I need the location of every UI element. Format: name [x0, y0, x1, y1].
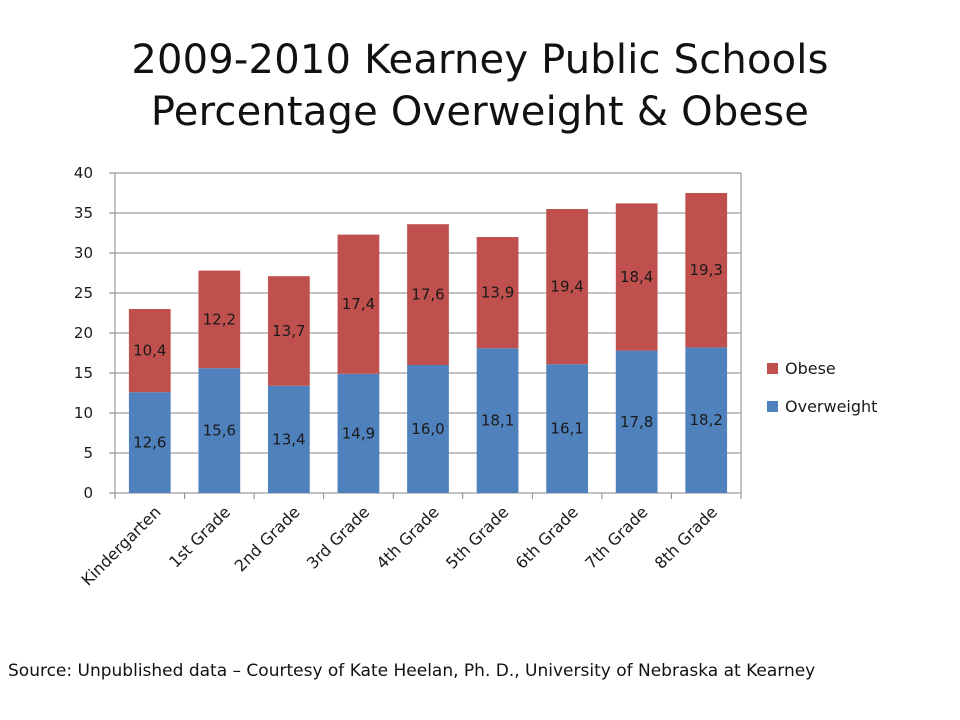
- source-note: Source: Unpublished data – Courtesy of K…: [8, 661, 816, 681]
- x-category-label: 8th Grade: [651, 502, 721, 572]
- data-label: 18,2: [690, 411, 723, 429]
- data-label: 13,9: [481, 284, 514, 302]
- bar-segment-obese: [128, 309, 171, 393]
- chart-title-line-2: Percentage Overweight & Obese: [150, 89, 810, 135]
- bar-segment-obese: [615, 203, 658, 351]
- legend-label-obese: Obese: [785, 359, 836, 378]
- data-label: 13,7: [272, 322, 305, 340]
- bars: [128, 193, 728, 493]
- bar-segment-overweight: [615, 350, 658, 493]
- chart-title: 2009-2010 Kearney Public Schools Percent…: [0, 34, 960, 138]
- data-label: 10,4: [133, 342, 166, 360]
- data-label: 16,0: [411, 420, 444, 438]
- data-label: 12,6: [133, 434, 166, 452]
- legend-swatch-obese: [767, 363, 778, 374]
- data-label: 15,6: [203, 422, 236, 440]
- legend-label-overweight: Overweight: [785, 397, 877, 416]
- bar-segment-overweight: [128, 392, 171, 493]
- y-tick-label: 5: [83, 444, 93, 462]
- x-category-label: 4th Grade: [372, 502, 442, 572]
- x-category-label: 5th Grade: [442, 502, 512, 572]
- y-tick-label: 10: [74, 404, 93, 422]
- data-label: 19,3: [690, 261, 723, 279]
- bar-segment-obese: [198, 270, 241, 369]
- legend-swatch-overweight: [767, 401, 778, 412]
- y-tick-label: 40: [74, 164, 93, 182]
- x-category-label: Kindergarten: [78, 502, 165, 589]
- x-category-label: 1st Grade: [165, 502, 234, 571]
- y-tick-label: 15: [74, 364, 93, 382]
- data-label: 17,8: [620, 413, 653, 431]
- data-label: 12,2: [203, 310, 236, 328]
- bar-segment-overweight: [198, 368, 241, 493]
- bar-segment-obese: [268, 276, 310, 386]
- x-category-label: 6th Grade: [512, 502, 582, 572]
- bar-segment-overweight: [268, 385, 310, 493]
- data-label: 14,9: [342, 424, 375, 442]
- stacked-bar-chart: 0 5 10 15 20 25 30 35 40 Kindergarten 1st Grade2nd…: [74, 164, 878, 589]
- x-category-label: 3rd Grade: [303, 502, 373, 572]
- legend: Obese Overweight: [767, 359, 877, 416]
- data-label: 17,4: [342, 295, 375, 313]
- bar-segment-overweight: [337, 373, 380, 493]
- data-label: 18,1: [481, 412, 514, 430]
- bar-segment-overweight: [685, 347, 728, 493]
- data-label: 19,4: [550, 278, 583, 296]
- bar-segment-obese: [407, 224, 449, 365]
- y-tick-label: 0: [83, 484, 93, 502]
- x-category-label: 7th Grade: [581, 502, 651, 572]
- data-label: 16,1: [550, 420, 583, 438]
- x-category-label: 2nd Grade: [231, 502, 304, 575]
- y-tick-label: 30: [74, 244, 93, 262]
- data-label: 18,4: [620, 268, 653, 286]
- bar-segment-obese: [337, 234, 380, 374]
- y-tick-label: 25: [74, 284, 93, 302]
- data-label: 13,4: [272, 430, 305, 448]
- data-label: 17,6: [411, 286, 444, 304]
- bar-segment-overweight: [546, 364, 588, 493]
- bar-segment-obese: [476, 237, 519, 349]
- y-tick-label: 35: [74, 204, 93, 222]
- y-tick-label: 20: [74, 324, 93, 342]
- data-labels: 12,6 10,4 15,6 12,2 13,4 13,7 14,9 17,4 16,0 17,6…: [133, 261, 723, 451]
- bar-segment-obese: [546, 209, 588, 365]
- chart-title-line-1: 2009-2010 Kearney Public Schools: [131, 37, 829, 83]
- bar-segment-obese: [685, 193, 728, 348]
- bar-segment-overweight: [476, 348, 519, 493]
- bar-segment-overweight: [407, 365, 449, 493]
